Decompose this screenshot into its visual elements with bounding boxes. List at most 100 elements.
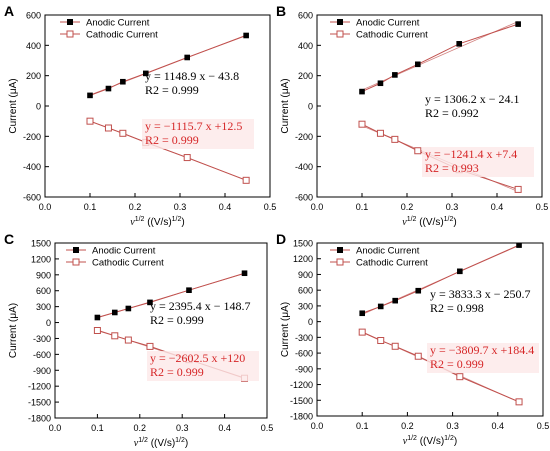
x-tick-label: 0.1 xyxy=(84,202,97,212)
legend-label: Anodic Current xyxy=(92,246,156,257)
series-line xyxy=(361,23,519,93)
data-point xyxy=(119,129,127,137)
x-tick-label: 0.3 xyxy=(446,202,459,212)
data-point xyxy=(242,176,250,184)
regression-annotation: y = −3809.7 x +184.4R2 = 0.999 xyxy=(427,343,539,373)
data-point xyxy=(391,135,399,143)
data-point xyxy=(414,352,422,360)
data-point xyxy=(392,297,398,304)
y-tick-label: 300 xyxy=(36,302,51,312)
data-point xyxy=(359,88,365,95)
regression-equation: y = 1306.2 x − 24.1 xyxy=(425,92,520,106)
y-tick-label: -600 xyxy=(295,349,313,359)
x-tick-label: 0.2 xyxy=(401,202,414,212)
y-tick-label: -200 xyxy=(295,132,313,142)
y-axis-label: Current (μA) xyxy=(280,78,291,133)
data-point xyxy=(415,287,422,294)
y-tick-label: -300 xyxy=(33,334,51,344)
x-tick-label: 0.5 xyxy=(537,421,550,431)
y-tick-label: 0 xyxy=(308,317,313,327)
x-tick-label: 0.2 xyxy=(129,202,142,212)
panel-letter: A xyxy=(4,3,14,19)
regression-equation: y = 3833.3 x − 250.7 xyxy=(430,287,531,301)
chart-panel-b: B -600 -400 -200 0 200 400 600 0.0 0.1 0.2 0.3 0.4 0.… xyxy=(276,3,548,228)
regression-equation: y = −1115.7 x +12.5 xyxy=(145,119,242,133)
legend-label: Cathodic Current xyxy=(356,30,428,41)
data-point xyxy=(111,309,118,316)
data-point xyxy=(146,342,154,350)
y-tick-label: 0 xyxy=(308,102,313,112)
data-point xyxy=(358,328,366,336)
legend-marker xyxy=(336,258,344,266)
data-point xyxy=(516,243,522,248)
r-squared: R2 = 0.999 xyxy=(430,357,484,371)
annotation-highlight xyxy=(142,119,254,149)
x-tick-label: 0.0 xyxy=(39,202,52,212)
data-point xyxy=(515,21,521,27)
legend-label: Cathodic Current xyxy=(86,30,158,41)
annotation-highlight xyxy=(147,351,259,381)
regression-annotation: y = 1306.2 x − 24.1R2 = 0.992 xyxy=(425,92,520,120)
y-axis-label: Current (μA) xyxy=(280,302,291,357)
data-point xyxy=(186,287,192,293)
panel-letter: C xyxy=(4,231,14,247)
regression-equation: y = −3809.7 x +184.4 xyxy=(430,343,534,357)
data-point xyxy=(456,373,464,381)
data-point xyxy=(514,185,522,193)
x-tick-label: 0.0 xyxy=(311,421,324,431)
data-point xyxy=(125,305,132,312)
legend-label: Anodic Current xyxy=(86,18,150,29)
r-squared: R2 = 0.999 xyxy=(150,365,204,379)
plot-area xyxy=(86,32,250,184)
x-axis-label: v1/2 ((V/s)1/2) xyxy=(402,216,456,228)
r-squared: R2 = 0.993 xyxy=(425,161,479,175)
y-tick-label: -1800 xyxy=(290,412,313,422)
data-point xyxy=(243,32,249,39)
x-tick-label: 0.3 xyxy=(176,423,189,433)
data-point xyxy=(120,78,126,85)
legend-marker xyxy=(66,30,74,38)
data-point xyxy=(377,303,384,310)
y-tick-label: -400 xyxy=(295,162,313,172)
x-tick-label: 0.0 xyxy=(311,202,324,212)
y-tick-label: -1200 xyxy=(28,382,51,392)
plot-frame xyxy=(316,242,544,417)
y-tick-label: 1200 xyxy=(293,254,313,264)
panel-letter: B xyxy=(276,3,286,19)
x-tick-label: 0.4 xyxy=(492,421,505,431)
y-tick-label: 600 xyxy=(36,286,51,296)
x-tick-label: 0.1 xyxy=(356,421,369,431)
series-anodic xyxy=(94,270,248,321)
data-point xyxy=(377,337,385,345)
data-point xyxy=(183,154,191,162)
fit-line xyxy=(97,273,245,319)
r-squared: R2 = 0.998 xyxy=(430,301,484,315)
regression-annotation: y = 2395.4 x − 148.7R2 = 0.999 xyxy=(150,299,251,327)
x-tick-label: 0.5 xyxy=(264,202,277,212)
data-point xyxy=(241,270,248,277)
data-point xyxy=(105,85,112,92)
y-tick-label: -1500 xyxy=(290,396,313,406)
data-point xyxy=(104,124,112,132)
chart-panel-d: D -1800 -1500 -1200 -900 -600 -300 0 300 600 900 12… xyxy=(276,231,549,447)
y-tick-label: -1200 xyxy=(290,380,313,390)
y-tick-label: -300 xyxy=(295,333,313,343)
data-point xyxy=(457,268,463,275)
plot-frame xyxy=(54,242,268,419)
x-tick-label: 0.4 xyxy=(219,202,232,212)
y-tick-label: 400 xyxy=(26,41,41,51)
regression-annotation: y = 3833.3 x − 250.7R2 = 0.998 xyxy=(430,287,531,315)
y-axis-label: Current (μA) xyxy=(8,78,19,133)
y-tick-label: 600 xyxy=(298,286,313,296)
y-tick-label: 300 xyxy=(298,301,313,311)
regression-equation: y = −1241.4 x +7.4 xyxy=(425,147,517,161)
series-anodic xyxy=(359,243,522,317)
x-tick-label: 0.4 xyxy=(218,423,231,433)
y-tick-label: 0 xyxy=(36,102,41,112)
regression-annotation: y = 1148.9 x − 43.8R2 = 0.999 xyxy=(145,69,239,97)
r-squared: R2 = 0.999 xyxy=(145,133,199,147)
data-point xyxy=(111,332,119,340)
x-axis-label: v1/2 ((V/s)1/2) xyxy=(134,437,188,449)
